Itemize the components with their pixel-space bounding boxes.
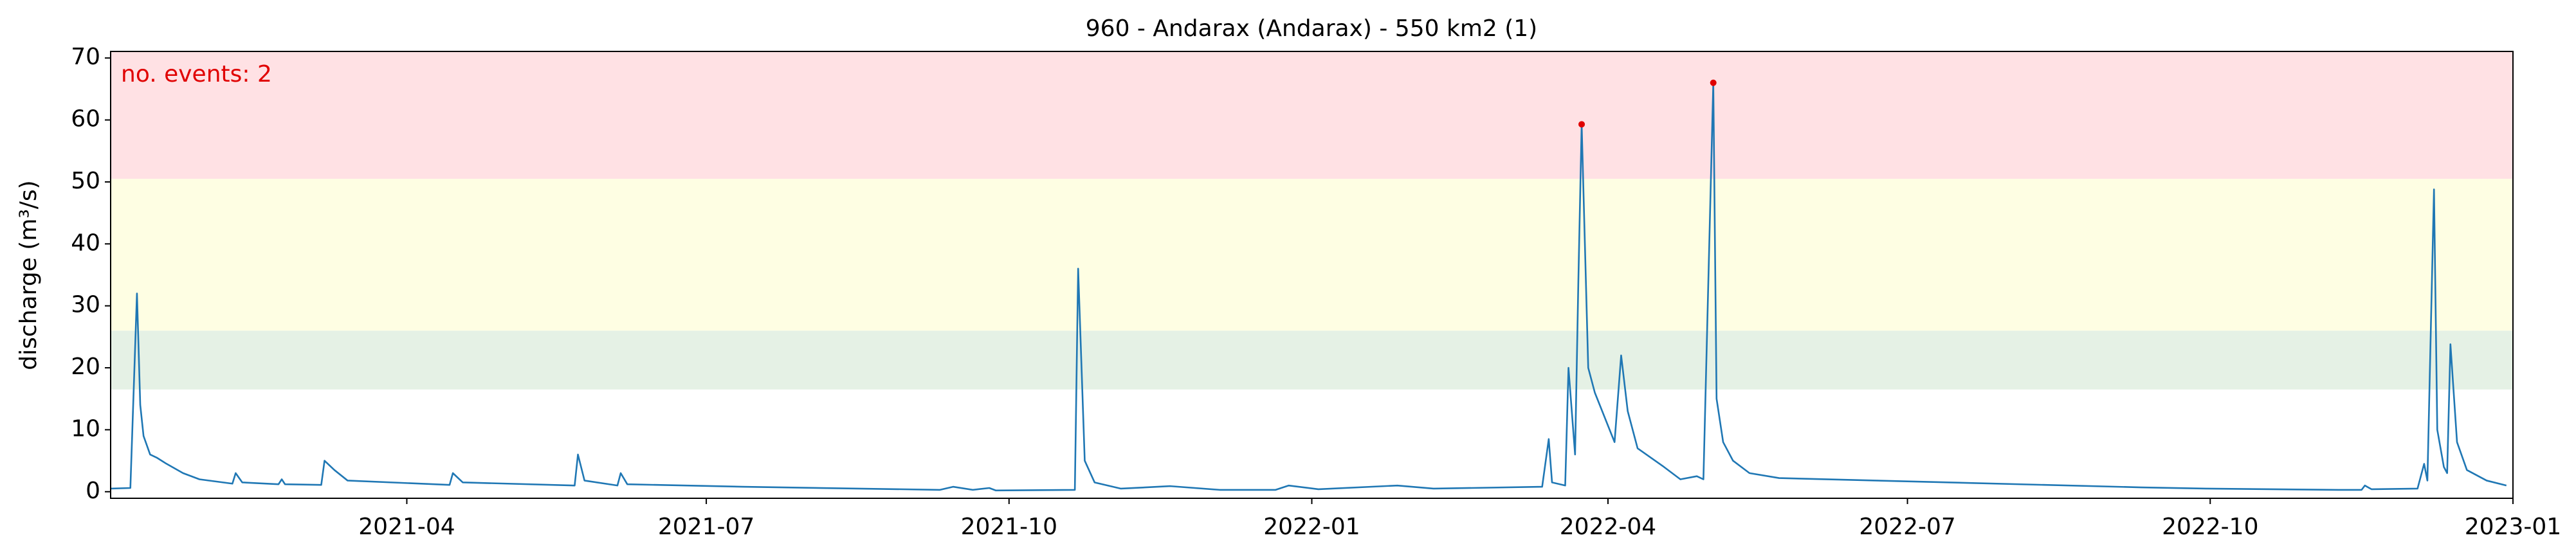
x-tick-label: 2021-10 bbox=[961, 514, 1057, 540]
plot-frame bbox=[110, 51, 2514, 499]
x-tick-label: 2022-07 bbox=[1859, 514, 1955, 540]
y-tick-label: 70 bbox=[71, 44, 100, 70]
y-tick-label: 30 bbox=[71, 292, 100, 318]
chart-title: 960 - Andarax (Andarax) - 550 km2 (1) bbox=[1086, 15, 1537, 42]
y-tick-label: 10 bbox=[71, 415, 100, 442]
x-tick-label: 2023-01 bbox=[2465, 514, 2561, 540]
discharge-line bbox=[110, 82, 2507, 492]
x-tick-label: 2022-04 bbox=[1560, 514, 1656, 540]
y-tick-label: 40 bbox=[71, 230, 100, 256]
y-tick-label: 50 bbox=[71, 168, 100, 194]
x-tick-label: 2022-01 bbox=[1263, 514, 1360, 540]
event-marker bbox=[1578, 121, 1585, 128]
x-tick-label: 2022-10 bbox=[2162, 514, 2258, 540]
y-axis-label: discharge (m³/s) bbox=[15, 180, 42, 370]
threshold-band bbox=[111, 330, 2513, 390]
y-tick-label: 20 bbox=[71, 354, 100, 380]
threshold-band bbox=[111, 51, 2513, 179]
y-tick-label: 0 bbox=[86, 478, 100, 504]
x-tick-label: 2021-07 bbox=[658, 514, 754, 540]
y-tick-label: 60 bbox=[71, 106, 100, 132]
x-tick-label: 2021-04 bbox=[358, 514, 455, 540]
events-annotation: no. events: 2 bbox=[121, 61, 272, 87]
event-marker bbox=[1710, 79, 1717, 86]
threshold-band bbox=[111, 179, 2513, 331]
